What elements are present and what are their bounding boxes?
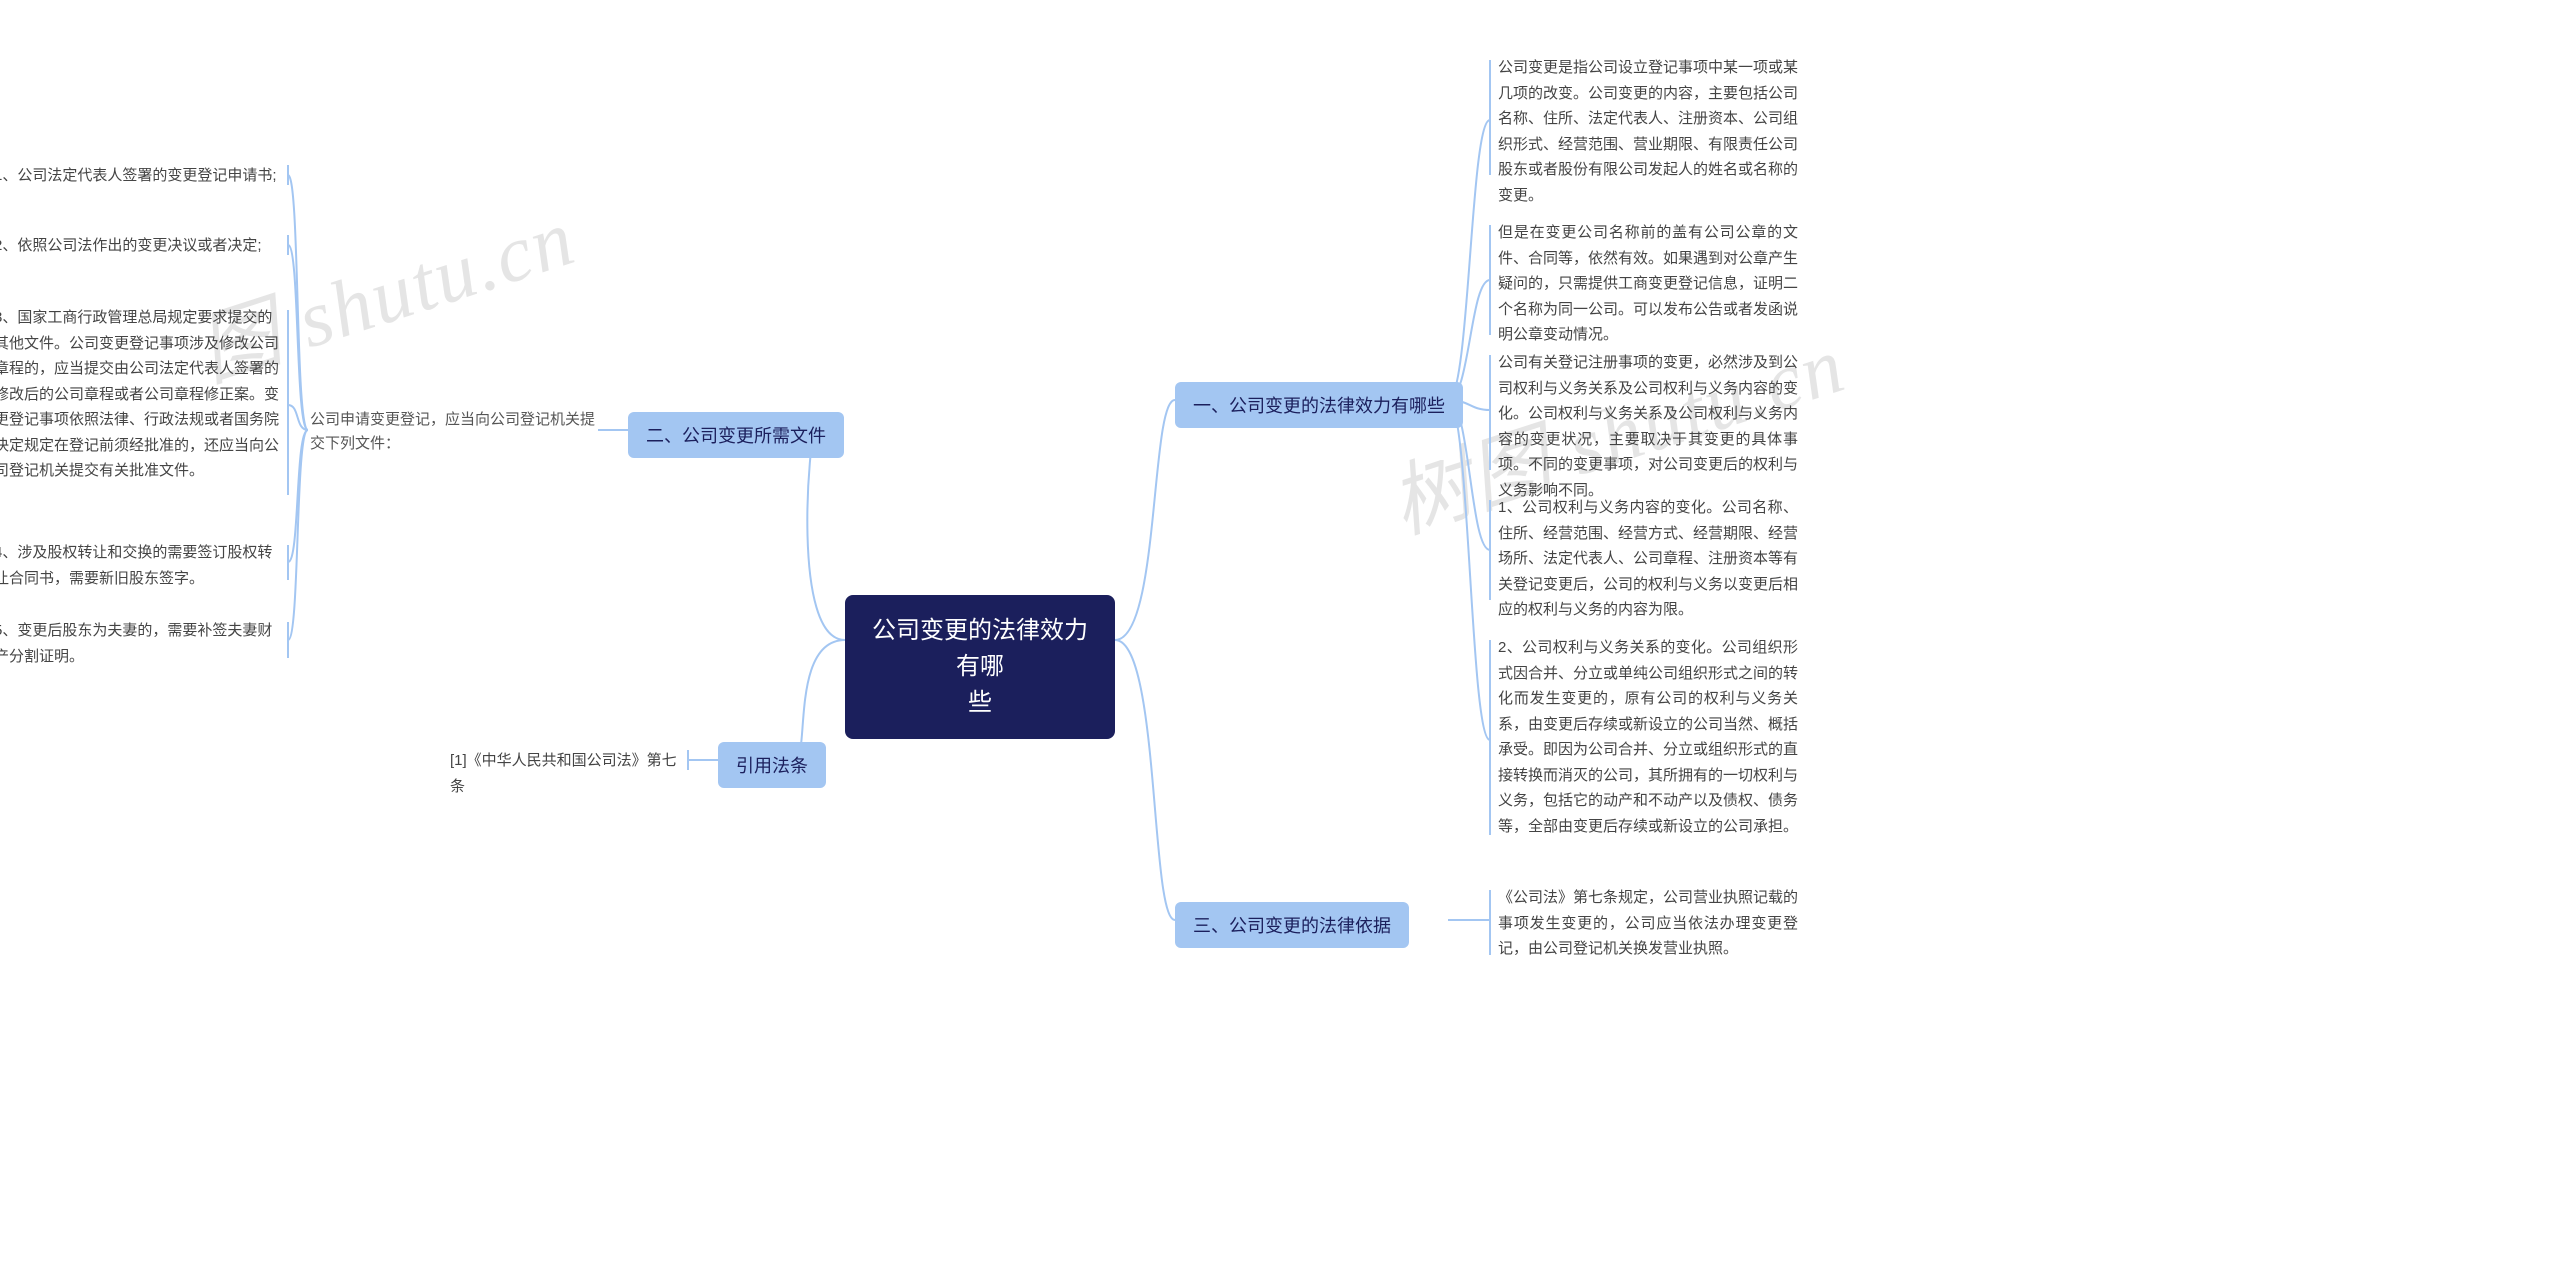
branch-4: 引用法条 <box>718 742 826 788</box>
b4-leaf-1: [1]《中华人民共和国公司法》第七条 <box>450 748 690 799</box>
mindmap-canvas: 图 shutu.cn 树图 shutu.cn <box>0 0 2560 1275</box>
branch-2: 二、公司变更所需文件 <box>628 412 844 458</box>
b1-leaf-3: 公司有关登记注册事项的变更，必然涉及到公司权利与义务关系及公司权利与义务内容的变… <box>1498 350 1798 503</box>
b2-leaf-4: 4、涉及股权转让和交换的需要签订股权转让合同书，需要新旧股东签字。 <box>0 540 286 591</box>
branch-1: 一、公司变更的法律效力有哪些 <box>1175 382 1463 428</box>
b2-leaf-5: 5、变更后股东为夫妻的，需要补签夫妻财产分割证明。 <box>0 618 286 669</box>
b1-leaf-1: 公司变更是指公司设立登记事项中某一项或某几项的改变。公司变更的内容，主要包括公司… <box>1498 55 1798 208</box>
root-title-line1: 公司变更的法律效力有哪 <box>872 617 1088 680</box>
connectors-svg <box>0 0 2560 1275</box>
b1-leaf-4: 1、公司权利与义务内容的变化。公司名称、住所、经营范围、经营方式、经营期限、经营… <box>1498 495 1798 623</box>
root-title-line2: 些 <box>968 689 992 716</box>
b2-leaf-3: 3、国家工商行政管理总局规定要求提交的其他文件。公司变更登记事项涉及修改公司章程… <box>0 305 286 484</box>
b1-leaf-5: 2、公司权利与义务关系的变化。公司组织形式因合并、分立或单纯公司组织形式之间的转… <box>1498 635 1798 839</box>
branch-3: 三、公司变更的法律依据 <box>1175 902 1409 948</box>
b1-leaf-2: 但是在变更公司名称前的盖有公司公章的文件、合同等，依然有效。如果遇到对公章产生疑… <box>1498 220 1798 348</box>
root-node: 公司变更的法律效力有哪 些 <box>845 595 1115 739</box>
b2-leaf-1: 1、公司法定代表人签署的变更登记申请书; <box>0 163 286 189</box>
b2-leaf-2: 2、依照公司法作出的变更决议或者决定; <box>0 233 286 259</box>
b2-intermediate: 公司申请变更登记，应当向公司登记机关提交下列文件： <box>310 408 600 456</box>
b3-leaf-1: 《公司法》第七条规定，公司营业执照记载的事项发生变更的，公司应当依法办理变更登记… <box>1498 885 1798 962</box>
